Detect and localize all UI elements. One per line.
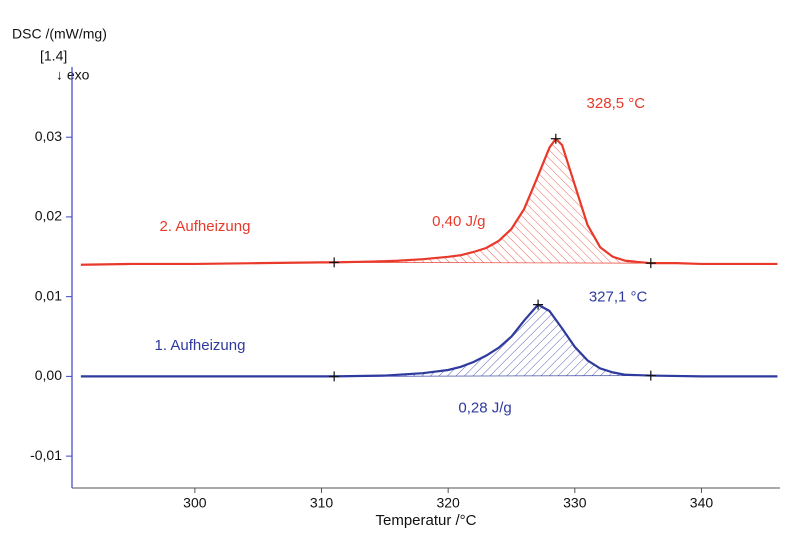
y-axis-note: [1.4] xyxy=(40,48,67,64)
y-tick-label: -0,01 xyxy=(30,447,62,463)
area-label: 0,40 J/g xyxy=(432,213,485,230)
peak-marker xyxy=(533,299,544,310)
series-name: 1. Aufheizung xyxy=(155,337,246,354)
y-tick-label: 0,03 xyxy=(35,128,62,144)
x-tick-label: 300 xyxy=(183,495,207,511)
series-line xyxy=(80,303,778,378)
integration-limit xyxy=(329,257,340,268)
peak-marker xyxy=(550,133,561,144)
y-tick-label: 0,01 xyxy=(35,287,62,303)
series-line xyxy=(80,137,778,266)
x-tick-label: 310 xyxy=(310,495,334,511)
peak-label: 327,1 °C xyxy=(589,289,648,306)
x-tick-label: 330 xyxy=(563,495,587,511)
x-axis-title: Temperatur /°C xyxy=(375,512,476,529)
integration-limit xyxy=(645,370,656,381)
x-tick-label: 340 xyxy=(690,495,714,511)
series-name: 2. Aufheizung xyxy=(160,218,251,235)
peak-area xyxy=(334,304,651,377)
integration-limit xyxy=(329,371,340,382)
x-tick-label: 320 xyxy=(436,495,460,511)
direction-note: ↓ exo xyxy=(56,67,90,83)
y-tick-label: 0,00 xyxy=(35,367,62,383)
y-tick-label: 0,02 xyxy=(35,208,62,224)
y-axis-title: DSC /(mW/mg) xyxy=(12,26,107,42)
peak-label: 328,5 °C xyxy=(587,95,646,112)
area-label: 0,28 J/g xyxy=(458,400,511,417)
integration-limit xyxy=(645,258,656,269)
